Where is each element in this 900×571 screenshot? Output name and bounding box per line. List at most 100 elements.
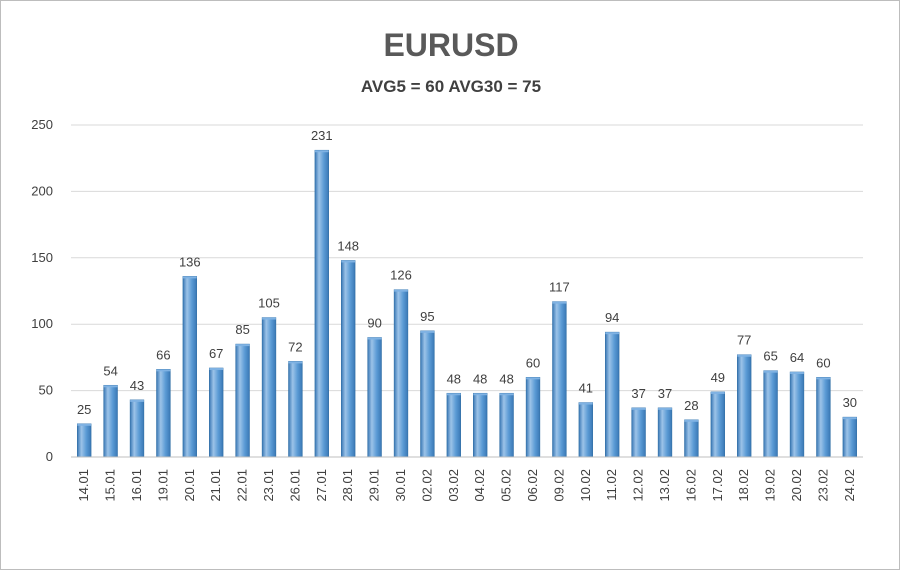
bar-03.02 — [446, 392, 461, 458]
bar-cap-03.02 — [446, 393, 461, 396]
data-label: 54 — [103, 363, 117, 378]
x-tick-label: 23.01 — [261, 469, 276, 502]
x-tick-label: 12.02 — [631, 469, 646, 502]
bar-cap-22.01 — [235, 344, 250, 347]
bar-11.02 — [605, 331, 620, 458]
bar-cap-15.01 — [103, 385, 118, 388]
bar-30.01 — [393, 289, 409, 458]
bar-09.02 — [552, 301, 567, 458]
bar-cap-16.02 — [684, 419, 699, 422]
bar-15.01 — [103, 384, 118, 458]
y-tick-label: 150 — [31, 250, 53, 265]
bar-cap-23.01 — [262, 317, 276, 320]
data-label: 25 — [77, 402, 91, 417]
bar-28.01 — [341, 260, 356, 458]
bar-19.01 — [156, 369, 171, 458]
bar-cap-28.01 — [341, 260, 356, 263]
bar-cap-14.01 — [77, 423, 92, 426]
bar-cap-19.01 — [156, 369, 171, 372]
bar-cap-24.02 — [842, 417, 857, 420]
bar-23.02 — [816, 377, 831, 458]
bar-16.02 — [684, 419, 699, 458]
bar-cap-20.01 — [182, 276, 197, 279]
x-tick-label: 29.01 — [367, 469, 382, 502]
bar-14.01 — [77, 423, 92, 458]
bar-10.02 — [578, 402, 593, 458]
x-tick-label: 09.02 — [551, 469, 566, 502]
bar-cap-06.02 — [526, 377, 540, 380]
x-tick-label: 02.02 — [419, 469, 434, 502]
bar-13.02 — [657, 407, 673, 458]
data-label: 65 — [763, 349, 777, 364]
data-label: 28 — [684, 398, 698, 413]
x-tick-label: 28.01 — [340, 469, 355, 502]
x-tick-label: 26.01 — [287, 469, 302, 502]
data-label: 43 — [130, 378, 144, 393]
x-tick-label: 22.01 — [235, 469, 250, 502]
data-label: 95 — [420, 309, 434, 324]
data-label: 94 — [605, 310, 619, 325]
bar-cap-29.01 — [367, 337, 382, 340]
data-label: 48 — [447, 371, 461, 386]
y-axis-ticks: 0 50 100 150 200 250 — [31, 117, 53, 464]
bar-cap-18.02 — [737, 354, 752, 357]
data-label: 85 — [235, 322, 249, 337]
bar-cap-21.01 — [209, 368, 224, 371]
bar-cap-13.02 — [658, 407, 672, 410]
bar-cap-10.02 — [578, 402, 593, 405]
data-label: 136 — [179, 254, 201, 269]
x-tick-label: 20.02 — [789, 469, 804, 502]
x-axis-ticks: 14.01 15.01 16.01 19.01 20.01 21.01 22.01 23.01… — [76, 469, 857, 502]
data-label: 49 — [711, 370, 725, 385]
bar-cap-30.01 — [394, 289, 408, 292]
bar-12.02 — [631, 407, 646, 458]
data-label: 41 — [579, 381, 593, 396]
bar-cap-19.02 — [763, 370, 778, 373]
data-label: 105 — [258, 296, 280, 311]
bar-cap-09.02 — [552, 301, 567, 304]
bar-20.02 — [789, 371, 805, 458]
x-tick-label: 05.02 — [499, 469, 514, 502]
x-tick-label: 14.01 — [76, 469, 91, 502]
data-label: 30 — [843, 395, 857, 410]
bar-cap-20.02 — [790, 372, 804, 375]
x-tick-label: 18.02 — [736, 469, 751, 502]
x-tick-label: 30.01 — [393, 469, 408, 502]
bar-cap-04.02 — [473, 393, 488, 396]
x-tick-label: 17.02 — [710, 469, 725, 502]
x-tick-label: 04.02 — [472, 469, 487, 502]
bars — [77, 149, 857, 458]
x-tick-label: 16.01 — [129, 469, 144, 502]
bar-cap-26.01 — [288, 361, 303, 364]
chart-title: EURUSD — [383, 27, 519, 63]
x-tick-label: 20.01 — [182, 469, 197, 502]
x-tick-label: 27.01 — [314, 469, 329, 502]
data-label: 117 — [549, 280, 570, 295]
bar-20.01 — [182, 276, 197, 458]
data-label: 37 — [631, 386, 645, 401]
chart-subtitle: AVG5 = 60 AVG30 = 75 — [360, 77, 542, 96]
bar-06.02 — [525, 377, 541, 458]
x-tick-label: 19.02 — [763, 469, 778, 502]
data-label: 66 — [156, 347, 170, 362]
bar-cap-16.01 — [130, 399, 144, 402]
data-label: 231 — [311, 128, 333, 143]
x-tick-label: 15.01 — [103, 469, 118, 502]
bar-26.01 — [288, 361, 303, 458]
bar-02.02 — [420, 330, 435, 458]
bar-23.01 — [261, 317, 277, 458]
x-tick-label: 23.02 — [815, 469, 830, 502]
data-label: 37 — [658, 386, 672, 401]
bar-cap-23.02 — [816, 377, 831, 380]
data-label: 60 — [526, 355, 540, 370]
bar-04.02 — [473, 392, 488, 458]
data-label: 72 — [288, 339, 302, 354]
y-tick-label: 0 — [46, 449, 53, 464]
y-tick-label: 50 — [39, 383, 53, 398]
bar-cap-11.02 — [605, 332, 620, 335]
data-labels: 25 54 43 66 136 67 85 105 72 231 148 90 126 95 48 48 48 6… — [77, 128, 857, 417]
bar-27.01 — [314, 149, 329, 458]
y-tick-label: 200 — [31, 183, 53, 198]
bar-16.01 — [129, 399, 145, 458]
